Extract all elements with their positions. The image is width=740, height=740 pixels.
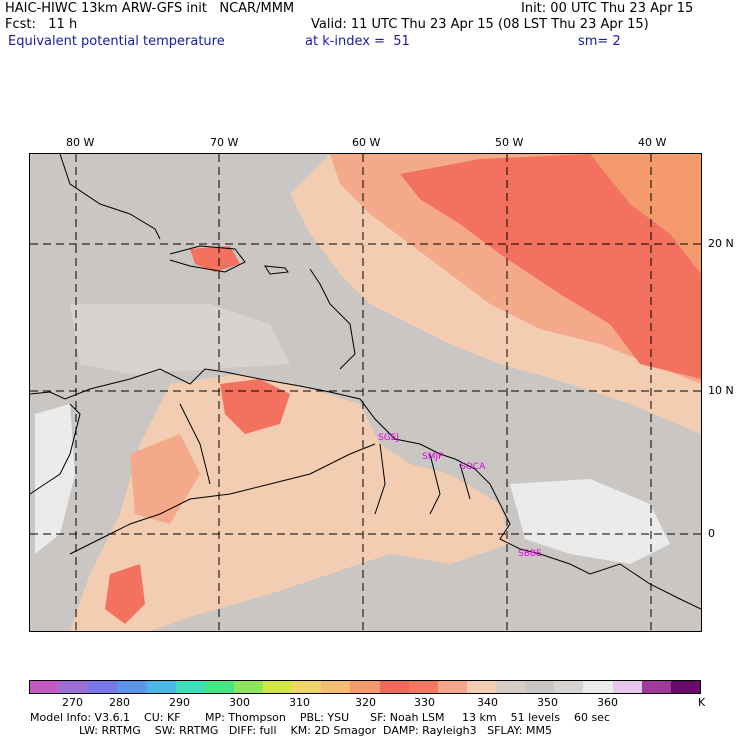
valid-time: Valid: 11 UTC Thu 23 Apr 15 (08 LST Thu … (311, 17, 649, 32)
colorbar-swatch (117, 681, 147, 693)
lon-label-80w: 80 W (66, 136, 95, 149)
colorbar-swatch (466, 681, 496, 693)
colorbar-swatch (408, 681, 438, 693)
red-core (400, 154, 701, 379)
station-sgej: SGEJ (378, 433, 399, 443)
level-index: at k-index = 51 (305, 34, 410, 49)
colorbar-swatch (379, 681, 409, 693)
colorbar-swatch (641, 681, 671, 693)
light-area-pacific (35, 404, 75, 554)
init-time: Init: 00 UTC Thu 23 Apr 15 (521, 1, 694, 16)
colorbar-swatch (146, 681, 176, 693)
cb-tick-330: 330 (414, 696, 435, 709)
station-smjp: SMJP (422, 452, 444, 462)
colorbar-swatch (670, 681, 700, 693)
theta-e-map: SGEJ SMJP SOCA SBBE (29, 153, 702, 632)
grey-area-caribbean (70, 304, 290, 374)
light-area-amazon-mouth (510, 479, 670, 564)
lat-label-0: 0 (708, 527, 715, 540)
lon-label-40w: 40 W (638, 136, 667, 149)
colorbar-swatch (263, 681, 293, 693)
coastlines (30, 154, 701, 610)
colorbar-swatch (175, 681, 205, 693)
lon-label-50w: 50 W (495, 136, 524, 149)
colorbar-swatch (583, 681, 613, 693)
graticule (30, 154, 701, 631)
red-core-orange-edge (590, 154, 701, 274)
model-title: HAIC-HIWC 13km ARW-GFS init NCAR/MMM (5, 1, 295, 16)
colorbar-swatch (554, 681, 584, 693)
colorbar-swatch (88, 681, 118, 693)
station-sbbe: SBBE (518, 549, 542, 559)
colorbar-swatch (612, 681, 642, 693)
colorbar-swatch (437, 681, 467, 693)
cb-tick-360: 360 (597, 696, 618, 709)
colorbar-swatch (204, 681, 234, 693)
station-soca: SOCA (460, 462, 486, 472)
cb-tick-350: 350 (537, 696, 558, 709)
colorbar-swatch (525, 681, 555, 693)
cb-tick-280: 280 (109, 696, 130, 709)
model-info-line1: Model Info: V3.6.1 CU: KF MP: Thompson P… (30, 711, 610, 724)
cb-tick-310: 310 (289, 696, 310, 709)
lon-label-70w: 70 W (210, 136, 239, 149)
cb-tick-unit: K (698, 696, 706, 709)
red-patch-hispaniola (190, 246, 240, 272)
colorbar-swatch (350, 681, 380, 693)
colorbar-swatch (321, 681, 351, 693)
red-patch-venezuela (220, 379, 290, 434)
colorbar-swatch (59, 681, 89, 693)
field-name: Equivalent potential temperature (8, 34, 225, 49)
lat-label-20n: 20 N (708, 237, 734, 250)
colorbar-swatch (30, 681, 60, 693)
red-patch-andes (130, 434, 200, 524)
cb-tick-270: 270 (62, 696, 83, 709)
model-info-line2: LW: RRTMG SW: RRTMG DIFF: full KM: 2D Sm… (30, 724, 552, 737)
colorbar (29, 680, 701, 694)
lon-label-60w: 60 W (352, 136, 381, 149)
colorbar-swatch (292, 681, 322, 693)
lat-label-10n: 10 N (708, 384, 734, 397)
forecast-hour: Fcst: 11 h (5, 17, 78, 32)
cb-tick-320: 320 (355, 696, 376, 709)
cb-tick-290: 290 (169, 696, 190, 709)
map-canvas: SGEJ SMJP SOCA SBBE (30, 154, 701, 631)
colorbar-swatch (233, 681, 263, 693)
smoothing: sm= 2 (578, 34, 621, 49)
cb-tick-340: 340 (477, 696, 498, 709)
red-patch-colombia (105, 564, 145, 624)
cb-tick-300: 300 (229, 696, 250, 709)
colorbar-swatch (496, 681, 526, 693)
